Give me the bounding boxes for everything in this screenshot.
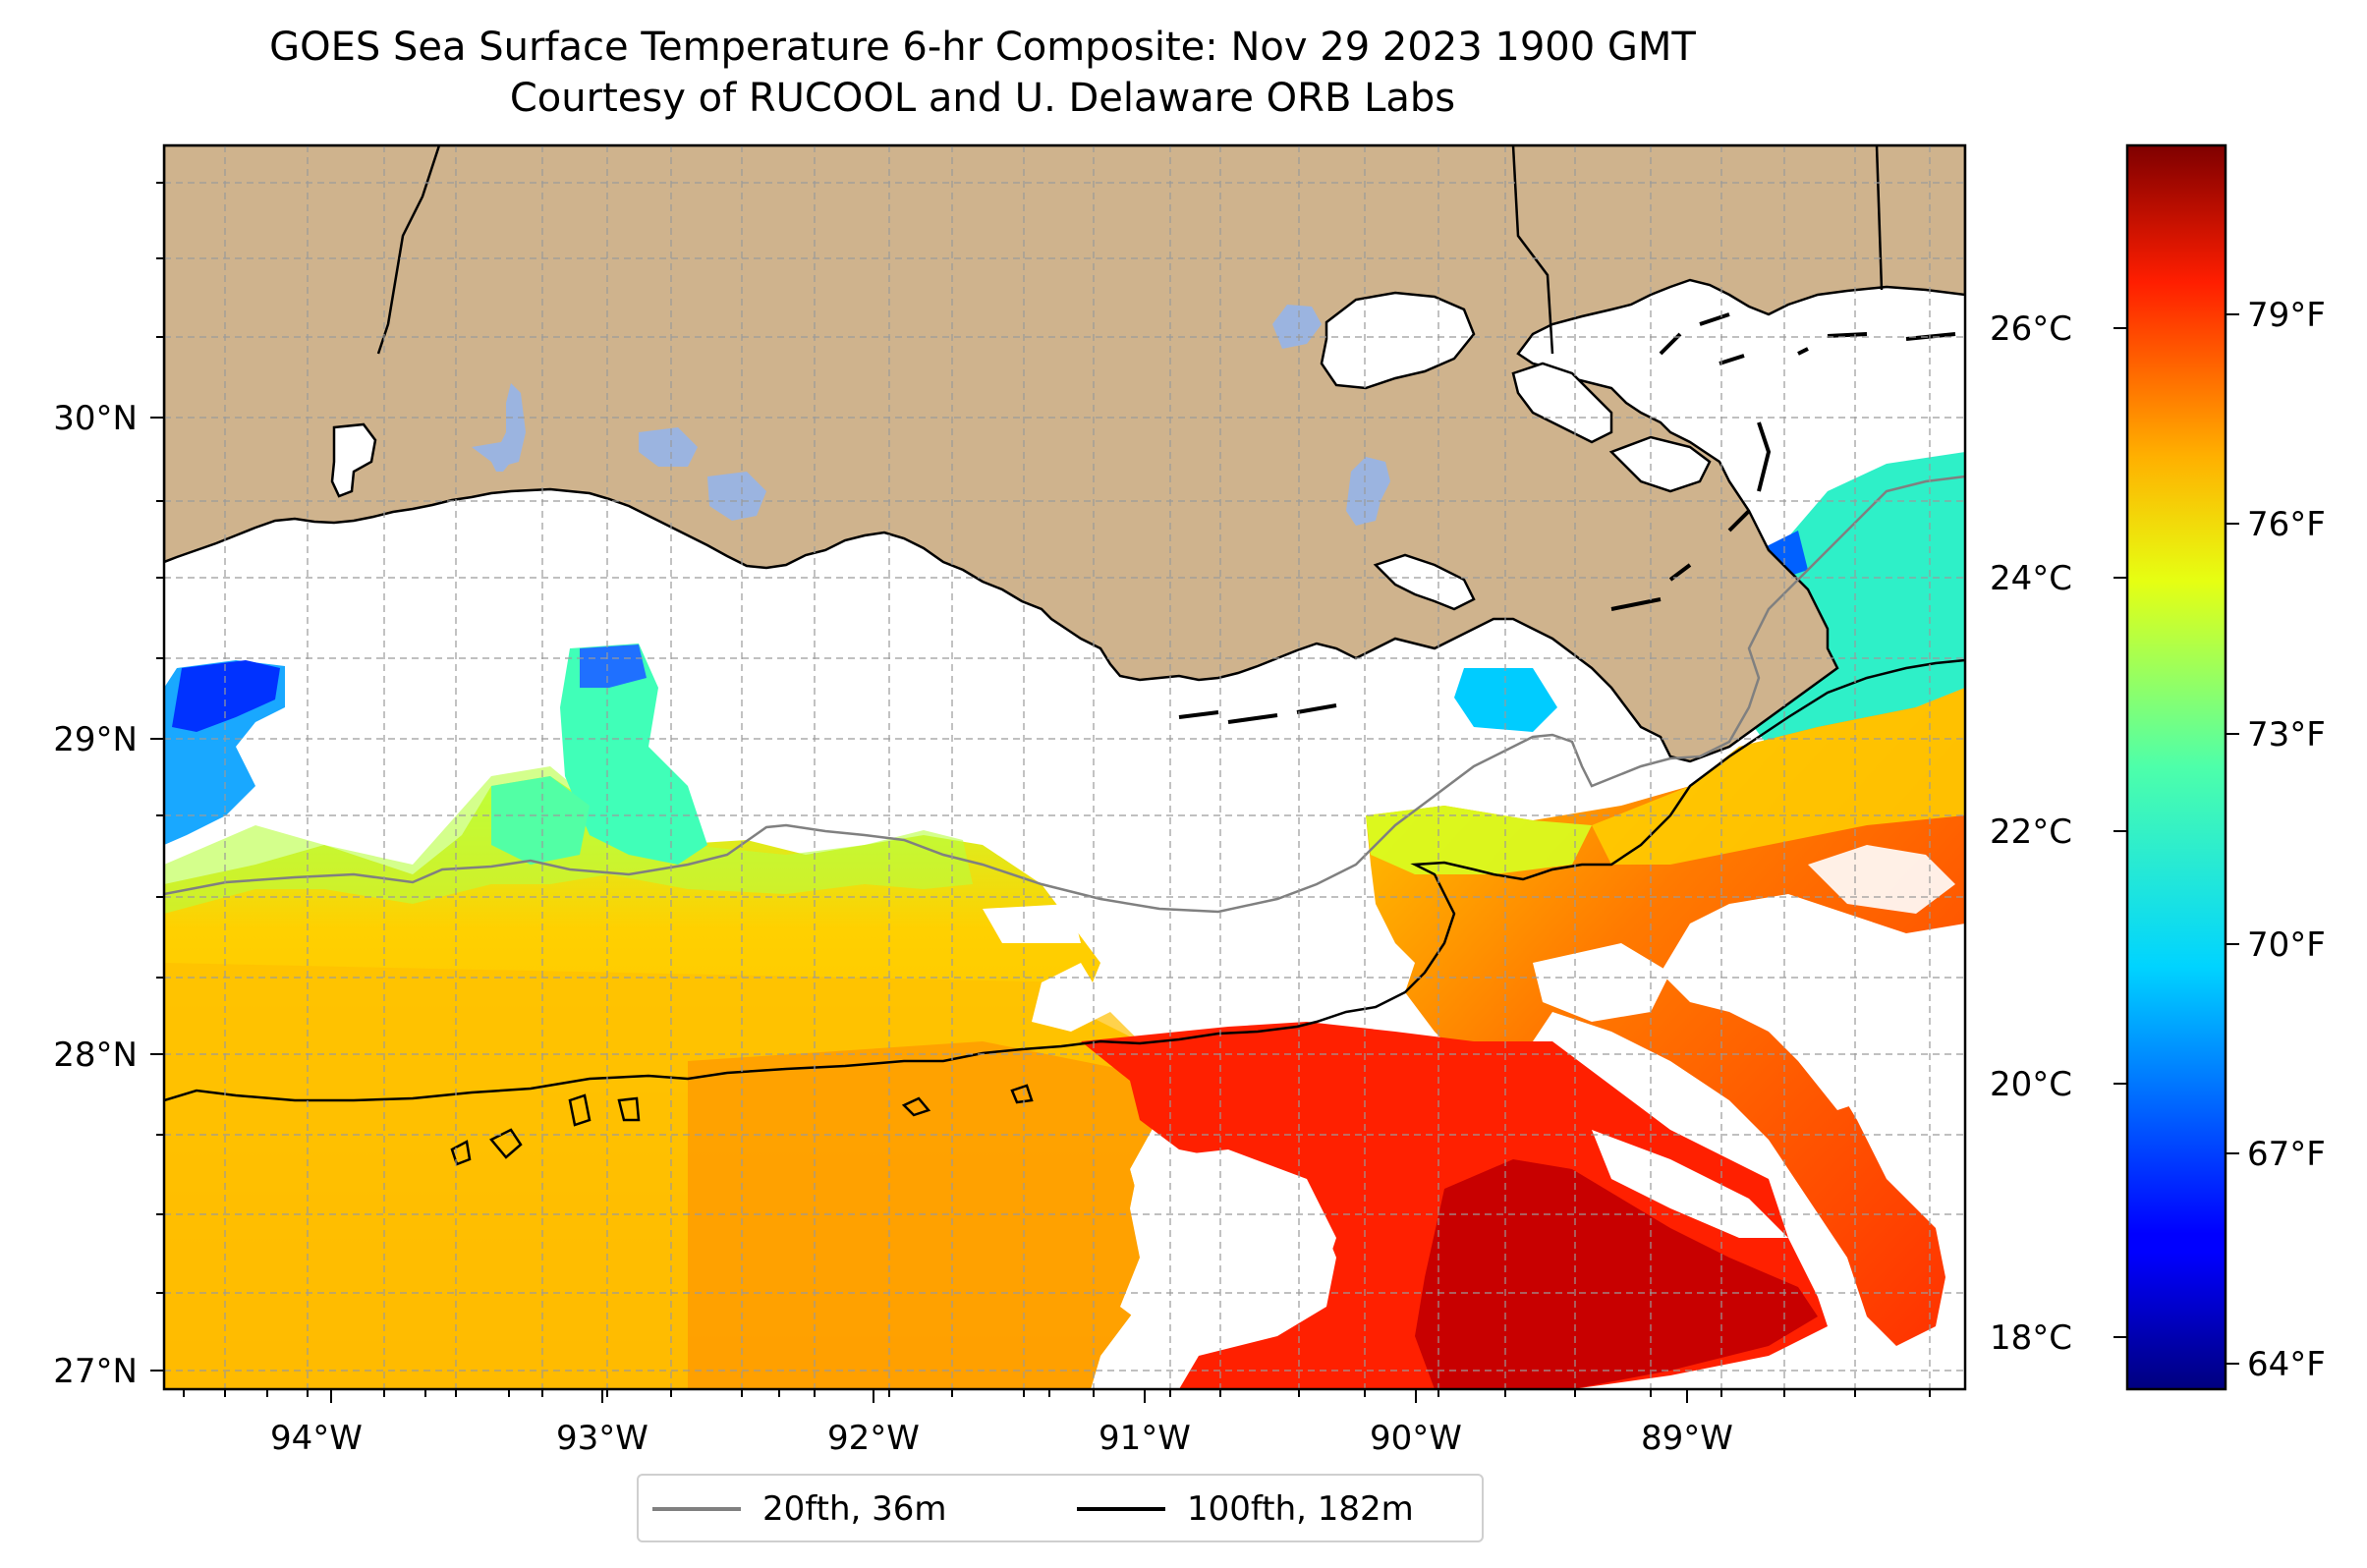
celsius-label-22: 22°C	[1990, 812, 2072, 852]
isobath-100fth-loops	[450, 1084, 1034, 1166]
legend-item-20fth: 20fth, 36m	[652, 1487, 947, 1531]
lon-ticks	[183, 1389, 1931, 1403]
map-subtitle: Courtesy of RUCOOL and U. Delaware ORB L…	[509, 76, 1456, 121]
colorbar-fahrenheit-labels: 79°F 76°F 73°F 70°F 67°F 64°F	[2247, 296, 2326, 1384]
lon-label-94w: 94°W	[270, 1419, 363, 1458]
lat-label-29n: 29°N	[53, 720, 138, 759]
fahrenheit-label-73: 73°F	[2247, 715, 2326, 755]
fahrenheit-label-79: 79°F	[2247, 296, 2326, 335]
sst-field	[164, 452, 1965, 1389]
legend-swatch-100fth	[1077, 1507, 1165, 1511]
fahrenheit-label-64: 64°F	[2247, 1345, 2326, 1384]
lat-ticks	[150, 182, 164, 1372]
lat-label-30n: 30°N	[53, 399, 138, 438]
legend-swatch-20fth	[652, 1507, 741, 1511]
map-frame	[162, 143, 1967, 1391]
colorbar-gradient	[2125, 143, 2227, 1391]
legend-item-100fth: 100fth, 182m	[1077, 1487, 1414, 1531]
lat-label-27n: 27°N	[53, 1352, 138, 1391]
fahrenheit-label-70: 70°F	[2247, 925, 2326, 965]
barrier-islands	[1178, 312, 1956, 724]
lon-label-93w: 93°W	[556, 1419, 648, 1458]
legend-label-100fth: 100fth, 182m	[1187, 1489, 1414, 1529]
map-title: GOES Sea Surface Temperature 6-hr Compos…	[269, 25, 1696, 70]
map-area	[164, 145, 1965, 1389]
isobath-legend: 20fth, 36m 100fth, 182m	[637, 1474, 1484, 1542]
celsius-label-18: 18°C	[1990, 1318, 2072, 1358]
legend-label-20fth: 20fth, 36m	[762, 1489, 947, 1529]
lon-label-89w: 89°W	[1641, 1419, 1733, 1458]
celsius-label-26: 26°C	[1990, 309, 2072, 349]
colorbar-celsius-ticks	[2113, 327, 2127, 1338]
colorbar-celsius-labels: 26°C 24°C 22°C 20°C 18°C	[1990, 309, 2072, 1358]
lon-tick-labels: 94°W 93°W 92°W 91°W 90°W 89°W	[270, 1419, 1733, 1458]
lon-label-92w: 92°W	[827, 1419, 920, 1458]
isobath-20fth	[164, 475, 1965, 914]
isobath-100fth	[164, 658, 1965, 1102]
lon-label-90w: 90°W	[1370, 1419, 1462, 1458]
gridlines	[164, 145, 1965, 1389]
colorbar-fahrenheit-ticks	[2226, 313, 2239, 1365]
celsius-label-20: 20°C	[1990, 1065, 2072, 1104]
lat-label-28n: 28°N	[53, 1036, 138, 1075]
celsius-label-24: 24°C	[1990, 559, 2072, 598]
lat-tick-labels: 30°N 29°N 28°N 27°N	[53, 399, 138, 1391]
colorbar: 26°C 24°C 22°C 20°C 18°C 79°F 76°F 73°F …	[1990, 143, 2326, 1391]
lon-label-91w: 91°W	[1099, 1419, 1191, 1458]
fahrenheit-label-76: 76°F	[2247, 505, 2326, 544]
fahrenheit-label-67: 67°F	[2247, 1135, 2326, 1174]
